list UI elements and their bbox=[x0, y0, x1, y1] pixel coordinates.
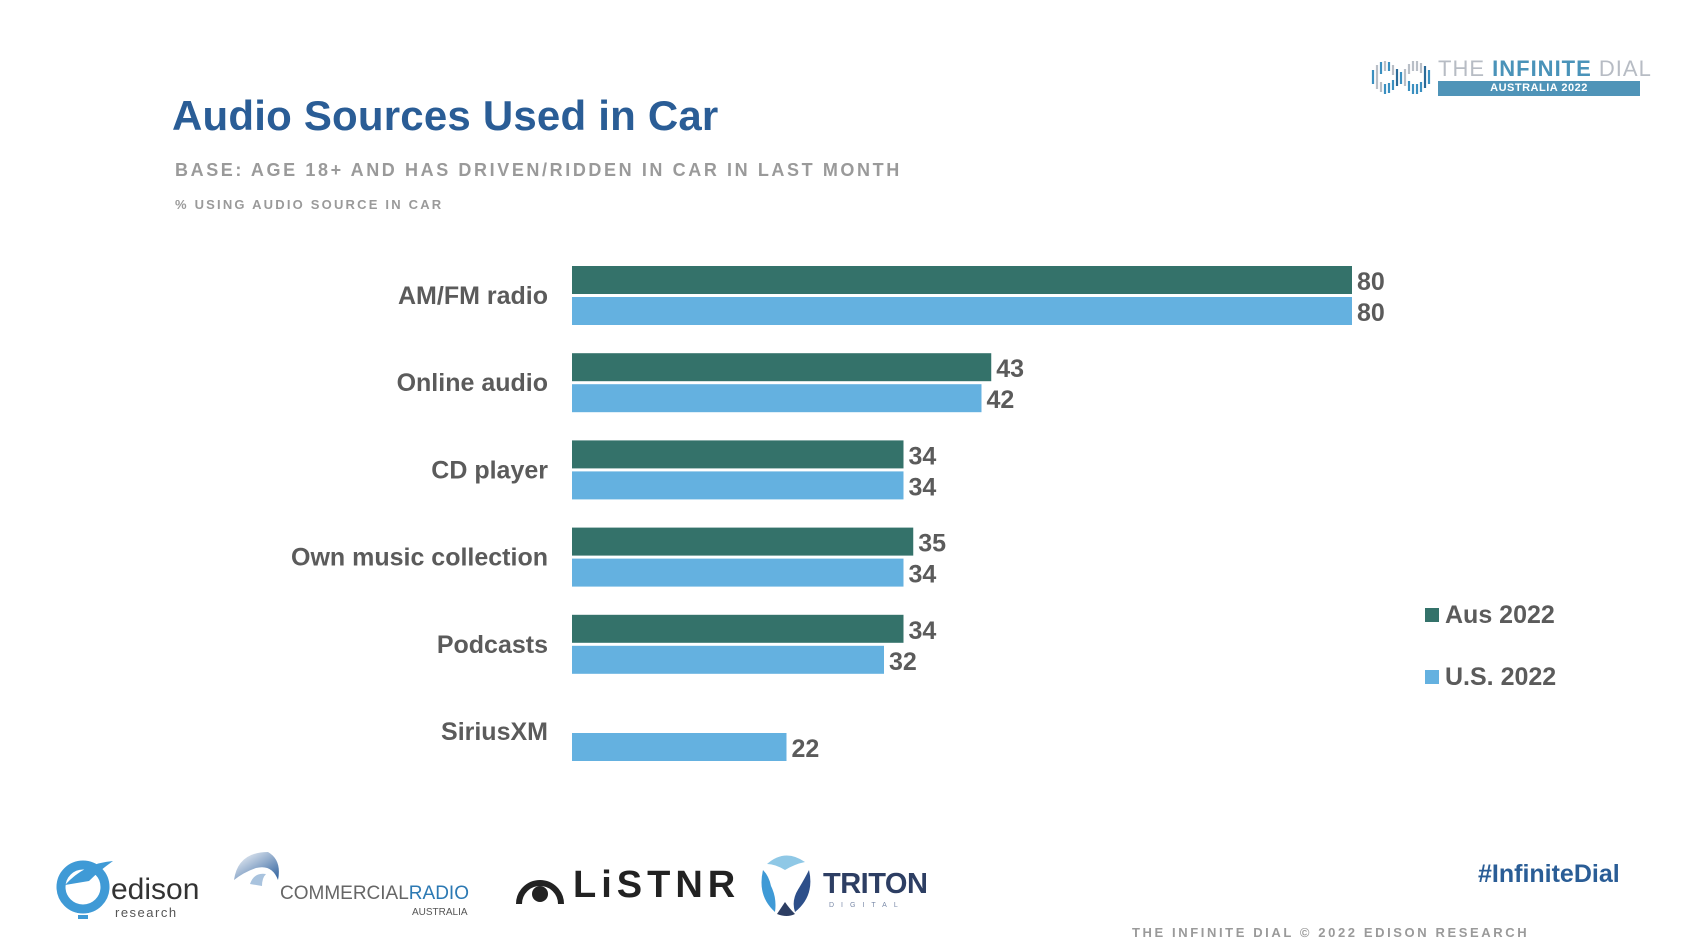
copyright-notice: THE INFINITE DIAL © 2022 EDISON RESEARCH bbox=[1132, 925, 1530, 940]
triton-emblem-icon bbox=[761, 855, 811, 916]
legend-item-aus: Aus 2022 bbox=[1425, 600, 1556, 630]
bars bbox=[572, 266, 1352, 761]
infinite-dial-brand: THE INFINITE DIAL AUSTRALIA 2022 bbox=[1370, 56, 1651, 98]
value-label-own-music-collection-u-s-2022: 34 bbox=[909, 561, 937, 589]
edison-research-logo: edison research bbox=[55, 855, 215, 925]
triton-wordmark: TRITON bbox=[823, 868, 928, 900]
bar-cd-player-u-s-2022 bbox=[572, 471, 904, 500]
category-label-own-music-collection: Own music collection bbox=[291, 544, 548, 572]
category-label-online-audio: Online audio bbox=[397, 369, 548, 397]
listnr-ear-icon bbox=[516, 880, 564, 905]
legend-label-aus: Aus 2022 bbox=[1445, 600, 1555, 629]
value-label-am-fm-radio-aus-2022: 80 bbox=[1357, 268, 1385, 296]
value-label-online-audio-aus-2022: 43 bbox=[996, 355, 1024, 383]
bar-online-audio-u-s-2022 bbox=[572, 384, 982, 413]
value-label-online-audio-u-s-2022: 42 bbox=[987, 386, 1015, 414]
bar-own-music-collection-aus-2022 bbox=[572, 527, 914, 556]
value-label-cd-player-aus-2022: 34 bbox=[909, 442, 937, 470]
category-label-siriusxm: SiriusXM bbox=[441, 718, 548, 746]
edison-wordmark: edison bbox=[111, 873, 200, 906]
edison-subword: research bbox=[115, 905, 178, 920]
infinity-waveform-icon bbox=[1371, 61, 1431, 94]
legend-item-us: U.S. 2022 bbox=[1425, 662, 1556, 692]
value-label-am-fm-radio-u-s-2022: 80 bbox=[1357, 299, 1385, 327]
triton-subword: DIGITAL bbox=[829, 902, 905, 909]
category-label-am-fm-radio: AM/FM radio bbox=[398, 282, 548, 310]
chart-legend: Aus 2022 U.S. 2022 bbox=[1425, 600, 1556, 724]
chart-subtitle: % USING AUDIO SOURCE IN CAR bbox=[175, 197, 444, 212]
value-label-podcasts-u-s-2022: 32 bbox=[889, 648, 917, 676]
bar-podcasts-u-s-2022 bbox=[572, 645, 884, 674]
hashtag: #InfiniteDial bbox=[1478, 860, 1620, 888]
page-title: Audio Sources Used in Car bbox=[172, 92, 719, 139]
listnr-logo: LiSTNR bbox=[515, 862, 735, 912]
cra-subword: AUSTRALIA bbox=[412, 907, 468, 918]
edison-bulb-icon bbox=[56, 860, 113, 919]
category-label-cd-player: CD player bbox=[431, 456, 548, 484]
base-description: BASE: AGE 18+ AND HAS DRIVEN/RIDDEN IN C… bbox=[175, 160, 902, 180]
value-label-cd-player-u-s-2022: 34 bbox=[909, 473, 937, 501]
category-label-podcasts: Podcasts bbox=[437, 631, 548, 659]
value-label-siriusxm-u-s-2022: 22 bbox=[792, 735, 820, 763]
value-labels: 80 80 43 42 34 34 35 34 34 32 22 bbox=[792, 268, 1385, 763]
legend-label-us: U.S. 2022 bbox=[1445, 662, 1557, 691]
bar-am-fm-radio-aus-2022 bbox=[572, 266, 1352, 294]
listnr-wordmark: LiSTNR bbox=[573, 864, 741, 906]
bar-cd-player-aus-2022 bbox=[572, 440, 904, 469]
bar-podcasts-aus-2022 bbox=[572, 614, 904, 643]
commercial-radio-australia-logo: COMMERCIALRADIO AUSTRALIA bbox=[232, 850, 477, 920]
bar-am-fm-radio-u-s-2022 bbox=[572, 297, 1352, 325]
triton-digital-logo: TRITON DIGITAL bbox=[755, 852, 928, 922]
bar-online-audio-aus-2022 bbox=[572, 353, 992, 382]
bar-own-music-collection-u-s-2022 bbox=[572, 558, 904, 587]
bar-siriusxm-u-s-2022 bbox=[572, 733, 787, 761]
legend-swatch-us bbox=[1425, 670, 1439, 684]
category-labels: AM/FM radio Online audio CD player Own musi… bbox=[291, 282, 548, 746]
brand-edition: AUSTRALIA 2022 bbox=[1438, 81, 1640, 96]
brand-wordmark: THE INFINITE DIAL bbox=[1438, 56, 1652, 81]
value-label-podcasts-aus-2022: 34 bbox=[909, 617, 937, 645]
value-label-own-music-collection-aus-2022: 35 bbox=[918, 530, 946, 558]
cra-wave-icon bbox=[234, 852, 279, 886]
legend-swatch-aus bbox=[1425, 608, 1439, 622]
cra-wordmark: COMMERCIALRADIO bbox=[280, 883, 469, 904]
